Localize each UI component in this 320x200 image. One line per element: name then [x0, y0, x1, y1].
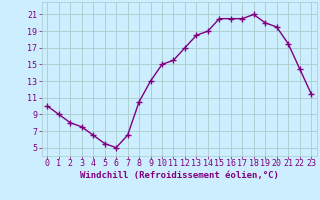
X-axis label: Windchill (Refroidissement éolien,°C): Windchill (Refroidissement éolien,°C) — [80, 171, 279, 180]
